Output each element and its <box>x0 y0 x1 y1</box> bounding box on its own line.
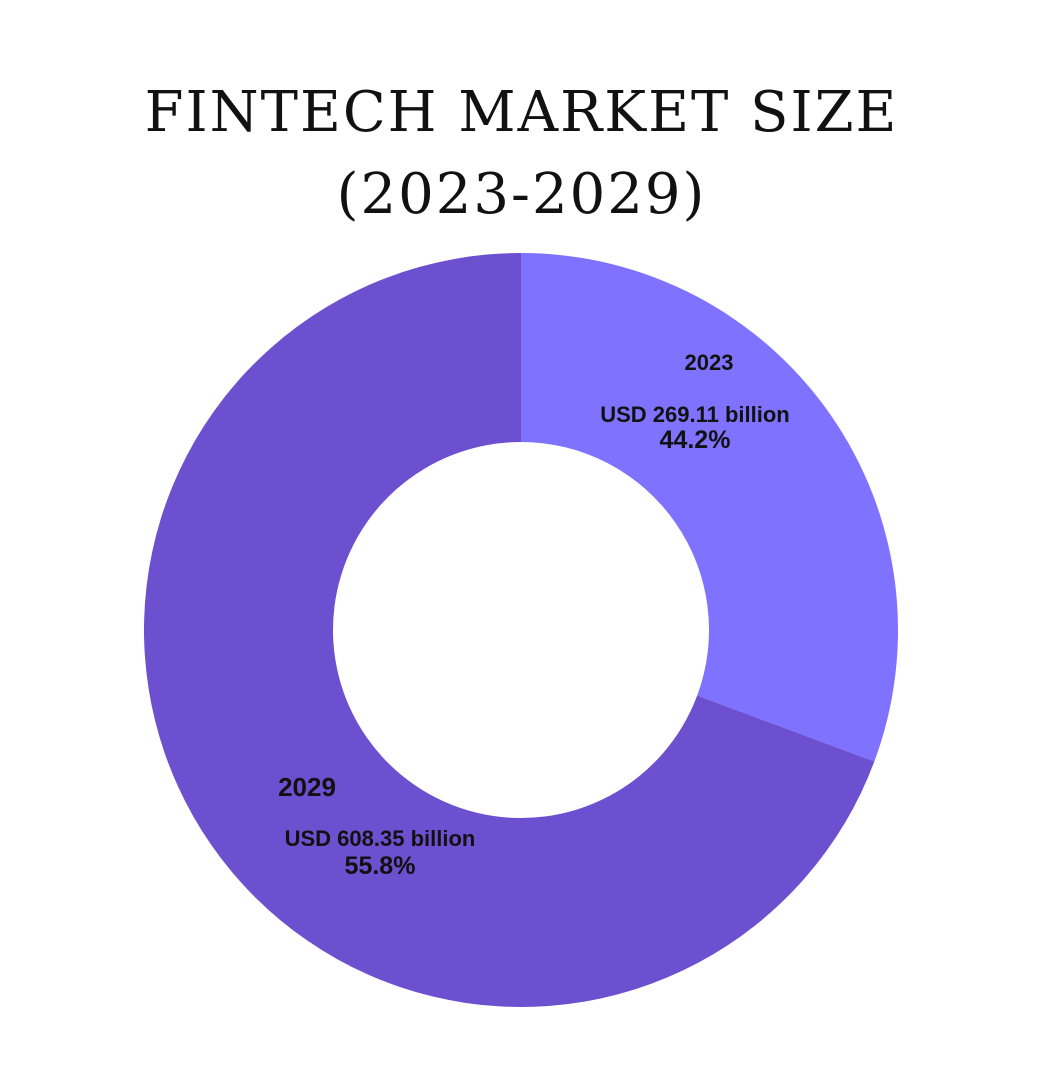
slice-2029-percent: 55.8% <box>345 852 416 880</box>
slice-2023-value: USD 269.11 billion <box>600 402 790 427</box>
slice-2023-year: 2023 <box>685 350 734 375</box>
slice-2023 <box>521 253 898 762</box>
chart-title-line-1: FINTECH MARKET SIZE <box>144 80 899 145</box>
slice-label-2029: 2029 USD 608.35 billion 55.8% <box>278 772 475 880</box>
chart-title: FINTECH MARKET SIZE (2023-2029) <box>0 72 1043 236</box>
slice-2029-value: USD 608.35 billion <box>285 826 476 851</box>
slice-2029-year: 2029 <box>278 772 336 802</box>
slice-2029 <box>144 253 875 1008</box>
chart-title-line-2: (2023-2029) <box>336 162 707 227</box>
slice-2023-percent: 44.2% <box>660 426 731 454</box>
slice-label-2023: 2023 USD 269.11 billion 44.2% <box>600 350 790 454</box>
